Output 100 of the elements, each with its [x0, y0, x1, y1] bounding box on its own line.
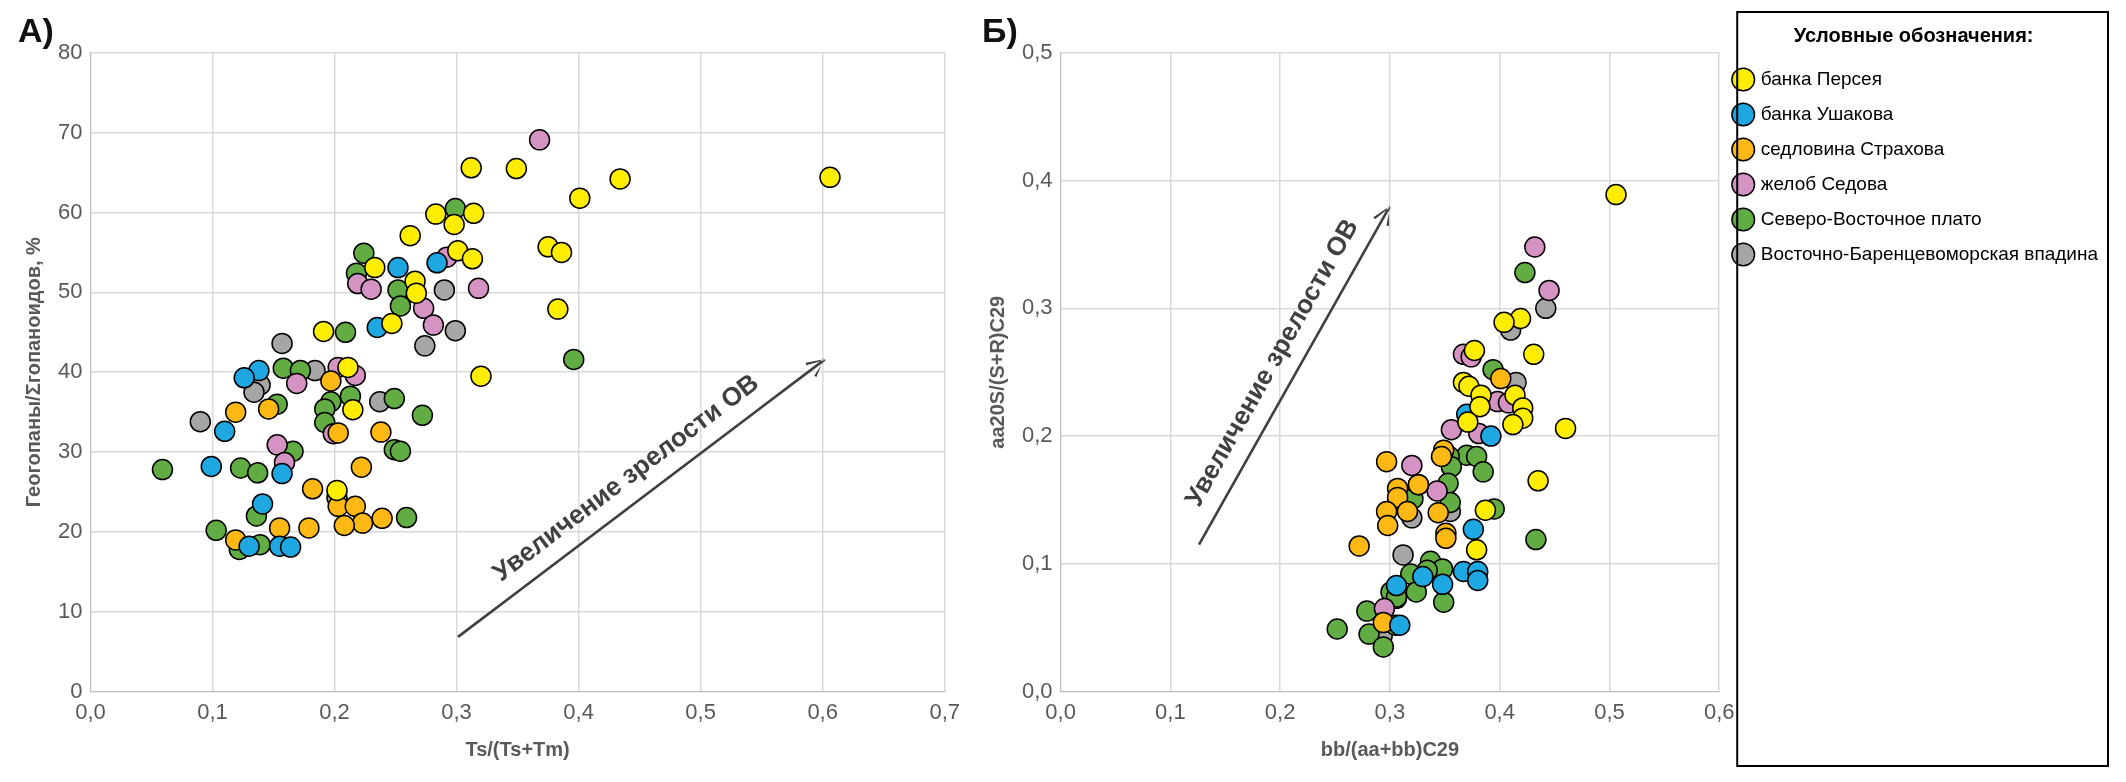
point: [333, 514, 356, 537]
point: [387, 256, 409, 279]
point: [1426, 480, 1448, 502]
x-tick-label: 0,3: [1374, 698, 1406, 724]
point: [389, 440, 412, 462]
y-tick-label: 50: [57, 278, 83, 304]
legend-label: Северо-Восточное плато: [1760, 207, 1982, 229]
x-axis-title: bb/(aa+bb)C29: [1320, 737, 1460, 760]
point: [279, 536, 302, 558]
point: [285, 372, 308, 395]
y-tick-label: 30: [57, 438, 83, 464]
point: [298, 517, 320, 539]
point: [342, 398, 364, 421]
point: [189, 410, 212, 433]
point: [1465, 539, 1488, 561]
point: [1538, 279, 1560, 302]
chart-title: А): [18, 10, 54, 49]
point: [414, 335, 436, 357]
point: [1554, 417, 1577, 440]
point: [609, 168, 631, 190]
point: [360, 278, 382, 300]
point: [443, 213, 465, 236]
point: [301, 478, 324, 500]
point: [1493, 311, 1515, 334]
point: [1524, 236, 1546, 258]
point: [353, 242, 375, 264]
point: [433, 279, 456, 301]
point: [1472, 461, 1494, 483]
point: [550, 241, 573, 264]
point: [1356, 600, 1378, 622]
y-tick-label: 20: [57, 517, 83, 543]
x-tick-label: 0,2: [1264, 698, 1296, 724]
point: [422, 314, 445, 336]
x-tick-label: 0,6: [807, 698, 838, 724]
x-tick-label: 0,3: [441, 698, 472, 724]
y-axis-title: aa20S/(S+R)C29: [985, 295, 1008, 449]
point: [1389, 614, 1411, 636]
point: [1535, 297, 1557, 320]
point: [326, 479, 348, 502]
chart-title: Б): [982, 10, 1018, 49]
point: [350, 456, 373, 478]
point: [271, 462, 293, 485]
legend-label: Восточно-Баренцевоморская впадина: [1760, 242, 2099, 264]
point: [364, 256, 386, 279]
point: [1525, 528, 1547, 551]
point: [205, 519, 227, 542]
x-tick-label: 0,7: [929, 698, 961, 724]
point: [462, 202, 485, 225]
point: [327, 422, 349, 444]
point: [547, 298, 569, 320]
point: [395, 506, 418, 529]
point: [1466, 569, 1489, 592]
y-tick-label: 0,5: [1021, 38, 1053, 64]
y-axis-title: Геогопаны/Σгопаноидов, %: [21, 236, 44, 508]
point: [426, 252, 448, 274]
point: [1396, 500, 1419, 523]
point: [1457, 411, 1479, 433]
point: [1372, 636, 1395, 658]
legend-label: седловина Страхова: [1760, 137, 1945, 159]
point: [238, 535, 260, 558]
point: [371, 507, 393, 530]
point: [1430, 445, 1453, 468]
y-tick-label: 0,3: [1021, 294, 1053, 320]
legend-label: банка Ушакова: [1760, 102, 1894, 124]
point: [1431, 573, 1454, 596]
point: [271, 332, 293, 355]
point: [1605, 183, 1627, 206]
point: [1392, 544, 1414, 566]
x-tick-label: 0,4: [1484, 698, 1515, 724]
x-tick-label: 0,4: [563, 698, 594, 724]
point: [1502, 413, 1524, 436]
point: [819, 166, 841, 189]
point: [337, 356, 359, 379]
point: [268, 517, 291, 539]
point: [1326, 618, 1348, 640]
point: [224, 401, 247, 423]
point: [528, 129, 551, 151]
point: [1480, 425, 1502, 447]
point: [1463, 339, 1486, 362]
point: [351, 512, 374, 534]
point: [467, 277, 490, 300]
y-tick-label: 70: [57, 118, 83, 144]
point: [1440, 418, 1463, 441]
point: [562, 348, 585, 371]
y-tick-label: 60: [57, 198, 83, 224]
point: [383, 387, 406, 410]
point: [1474, 499, 1497, 521]
point: [1435, 527, 1457, 550]
point: [505, 157, 528, 180]
point: [1348, 535, 1370, 557]
point: [460, 157, 482, 179]
point: [151, 458, 174, 481]
point: [1376, 514, 1399, 537]
point: [444, 319, 467, 342]
point: [405, 282, 428, 304]
point: [320, 370, 342, 392]
point: [1490, 367, 1512, 390]
point: [257, 398, 280, 420]
point: [251, 493, 274, 515]
point: [1412, 565, 1434, 588]
